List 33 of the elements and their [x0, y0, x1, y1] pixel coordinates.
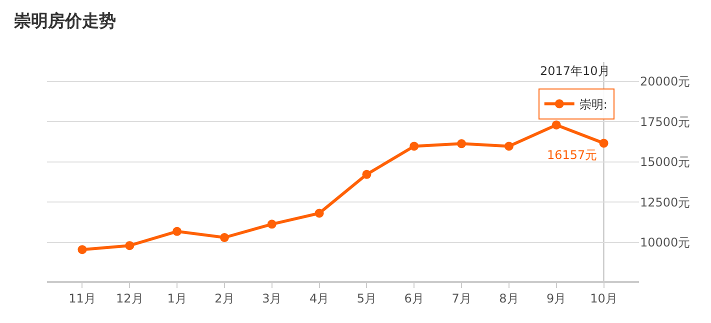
y-tick-label: 10000元: [640, 236, 690, 250]
point: [362, 170, 372, 179]
point: [599, 138, 608, 148]
chart-title: 崇明房价走势: [13, 11, 116, 32]
x-tick-label: 11月: [68, 291, 96, 306]
point: [504, 142, 514, 151]
x-tick-label: 12月: [116, 291, 144, 306]
point: [314, 208, 324, 218]
point: [267, 220, 276, 229]
y-tick-label: 20000元: [640, 74, 690, 89]
x-tick-label: 4月: [309, 291, 330, 306]
x-tick-label: 1月: [167, 291, 187, 306]
x-tick-label: 8月: [499, 291, 519, 306]
y-tick-label: 12500元: [640, 195, 690, 210]
annotation: 2017年10月: [540, 64, 610, 78]
y-tick-label: 17500元: [640, 114, 690, 129]
point: [552, 120, 561, 130]
point: [172, 226, 182, 236]
x-tick-label: 5月: [356, 291, 377, 306]
point: [220, 233, 229, 242]
x-tick-label: 9月: [546, 291, 566, 306]
x-tick-label: 2月: [214, 291, 234, 306]
point: [410, 142, 419, 151]
x-tick-label: 6月: [404, 291, 424, 306]
y-tick-label: 15000元: [640, 155, 690, 170]
point: [457, 139, 466, 148]
legend-label: 崇明:: [579, 97, 608, 112]
x-tick-label: 7月: [452, 291, 472, 306]
data-label: 16157元: [546, 148, 598, 162]
point: [78, 245, 87, 254]
x-tick-label: 10月: [590, 291, 618, 306]
x-tick-label: 3月: [262, 291, 282, 306]
point: [125, 241, 134, 250]
